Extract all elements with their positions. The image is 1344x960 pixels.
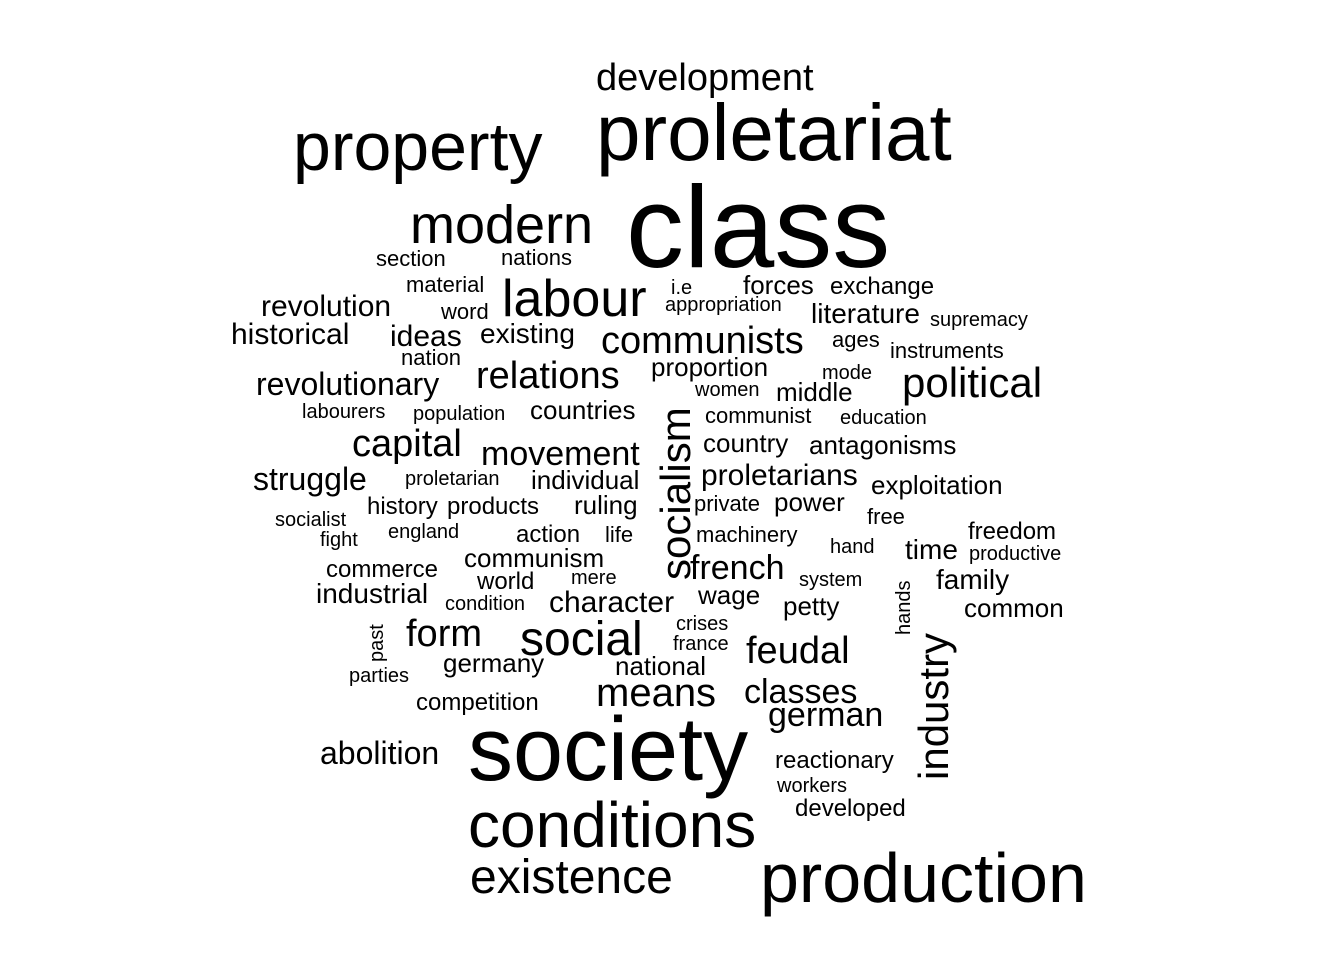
cloud-word: free [867,504,905,529]
cloud-word: antagonisms [809,430,956,460]
cloud-word: historical [231,318,349,351]
cloud-word: ideas [390,320,462,353]
cloud-word: development [596,57,814,99]
cloud-word: conditions [468,789,756,861]
cloud-word: workers [776,775,847,797]
cloud-word: productive [969,543,1061,565]
cloud-word: society [468,700,748,800]
cloud-word: class [626,162,890,292]
cloud-word: system [799,569,862,591]
cloud-word: past [366,624,388,662]
cloud-word: capital [352,423,462,465]
cloud-word: communists [601,320,804,362]
cloud-word: social [520,613,643,666]
cloud-word: time [905,534,958,565]
cloud-word: political [902,359,1042,406]
cloud-word: germany [443,648,544,678]
cloud-word: action [516,521,580,548]
cloud-word: women [694,379,759,401]
cloud-word: instruments [890,338,1004,363]
cloud-word: fight [320,529,358,551]
cloud-word: industrial [316,578,428,609]
cloud-word: competition [416,689,539,716]
cloud-word: nation [401,345,461,370]
cloud-word: products [447,493,539,520]
cloud-word: revolutionary [256,366,439,402]
cloud-word: crises [676,613,728,635]
cloud-word: production [760,839,1087,917]
cloud-word: national [615,651,706,681]
cloud-word: communist [705,403,811,428]
cloud-word: developed [795,795,906,822]
cloud-word: labourers [302,401,385,423]
cloud-word: communism [464,543,604,573]
cloud-word: forces [743,270,814,300]
cloud-word: i.e [671,277,692,299]
cloud-word: appropriation [665,294,782,316]
cloud-word: form [406,613,482,655]
cloud-word: hand [830,536,875,558]
cloud-word: life [605,522,633,547]
cloud-word: france [673,633,729,655]
cloud-word: education [840,407,927,429]
cloud-word: literature [811,298,920,329]
cloud-word: socialism [652,407,699,580]
cloud-word: england [388,521,459,543]
cloud-word: classes [744,673,857,711]
cloud-word: labour [502,270,647,328]
cloud-word: countries [530,395,636,425]
cloud-word: reactionary [775,747,894,774]
cloud-word: material [406,272,484,297]
cloud-word: revolution [261,290,391,323]
cloud-word: industry [910,633,957,780]
cloud-word: struggle [253,461,367,497]
cloud-word: existing [480,318,575,349]
cloud-word: power [774,487,845,517]
cloud-word: common [964,593,1064,623]
cloud-word: movement [481,435,640,473]
cloud-word: property [293,109,542,185]
cloud-word: word [440,299,489,324]
cloud-word: relations [476,355,620,397]
cloud-word: modern [410,195,593,255]
cloud-word: individual [531,465,639,495]
cloud-word: proletarian [405,468,500,490]
cloud-word: nations [501,245,572,270]
cloud-word: history [367,493,438,520]
cloud-word: proportion [651,352,768,382]
cloud-word: exchange [830,273,934,300]
cloud-word: commerce [326,556,438,583]
cloud-word: proletarians [701,459,858,492]
cloud-word: means [596,671,716,715]
cloud-word: supremacy [930,309,1028,331]
cloud-word: section [376,246,446,271]
cloud-word: world [476,568,534,595]
cloud-word: french [690,549,785,587]
cloud-word: parties [349,665,409,687]
cloud-word: character [549,586,674,619]
cloud-word: mode [822,362,872,384]
cloud-word: family [936,564,1009,595]
cloud-word: country [703,428,788,458]
cloud-word: socialist [275,509,347,531]
cloud-word: feudal [746,630,850,672]
cloud-word: exploitation [871,470,1003,500]
cloud-word: mere [571,567,617,589]
cloud-word: population [413,403,505,425]
cloud-word: private [694,491,760,516]
cloud-word: machinery [696,522,797,547]
cloud-word: ruling [574,490,638,520]
cloud-word: freedom [968,518,1056,545]
cloud-word: wage [697,580,760,610]
cloud-word: condition [445,593,525,615]
cloud-word: proletariat [596,88,952,177]
cloud-word: german [768,696,883,734]
cloud-word: ages [832,327,880,352]
cloud-word: middle [776,377,853,407]
cloud-word: abolition [320,735,439,771]
cloud-word: petty [783,591,839,621]
cloud-word: hands [893,581,915,636]
cloud-word: existence [470,851,673,904]
